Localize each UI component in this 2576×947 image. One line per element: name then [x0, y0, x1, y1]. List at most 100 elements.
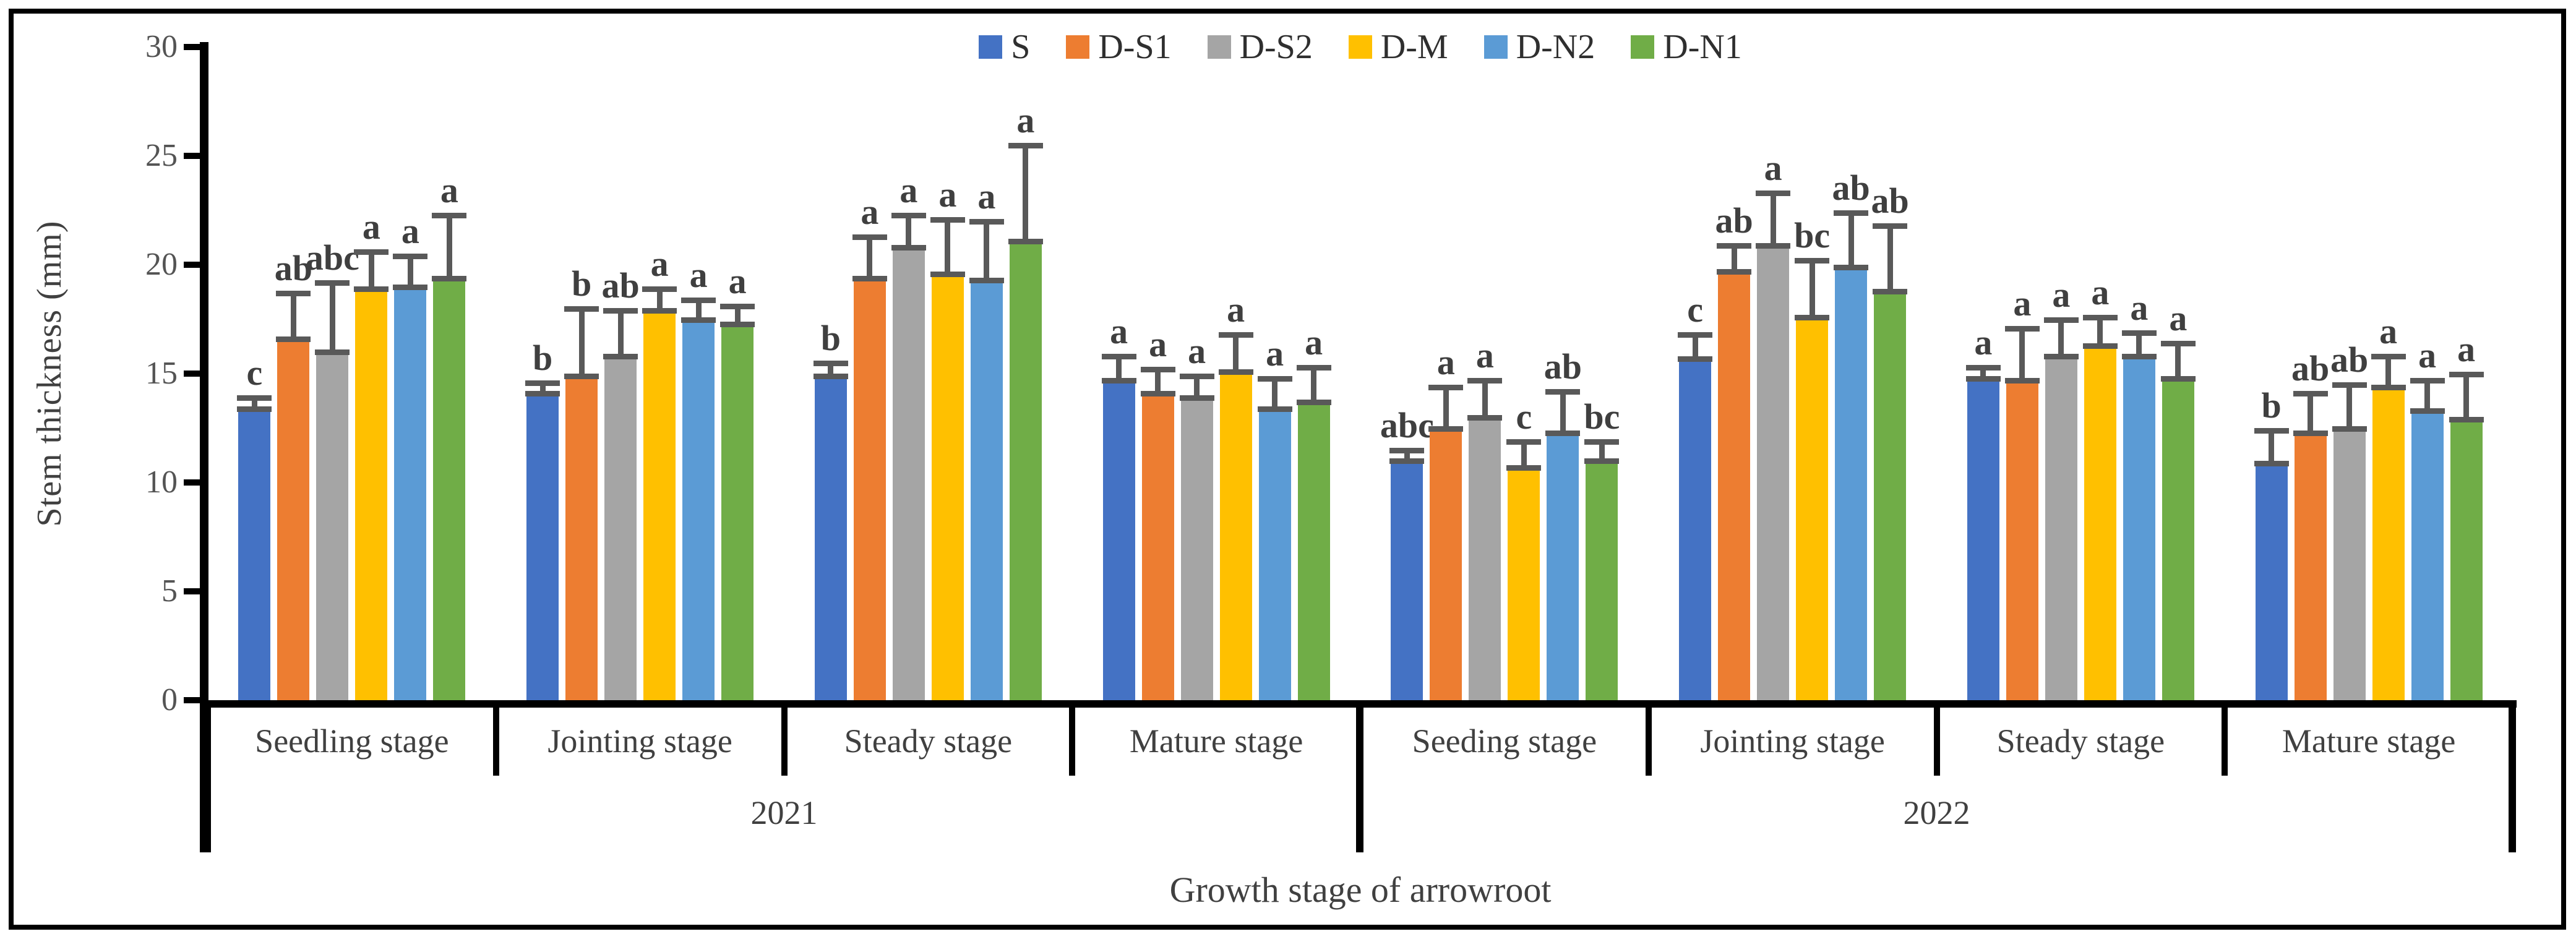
error-bar-bottom-cap	[1506, 465, 1542, 471]
legend-item-D-N2[interactable]: D-N2	[1483, 28, 1595, 66]
legend-swatch-icon	[1348, 35, 1372, 59]
significance-letter: a	[650, 244, 669, 285]
error-bar-stem	[1521, 443, 1527, 469]
error-bar-top-cap	[1873, 223, 1908, 229]
significance-letter: a	[899, 169, 918, 210]
error-bar-stem	[2136, 334, 2142, 359]
error-bar-stem	[906, 216, 912, 250]
bar-D-S2	[1757, 247, 1790, 700]
error-bar-top-cap	[1467, 378, 1503, 384]
bar-D-N1	[1874, 293, 1907, 700]
bar-D-N1	[1009, 242, 1042, 700]
error-bar-top-cap	[564, 306, 599, 312]
y-tick	[184, 153, 200, 159]
bar-D-S1	[1430, 430, 1462, 700]
error-bar-stem	[867, 238, 873, 280]
legend-label: D-N1	[1663, 28, 1742, 66]
bar-S	[526, 395, 559, 700]
legend-item-D-S2[interactable]: D-S2	[1207, 30, 1313, 64]
significance-letter: a	[401, 211, 419, 252]
significance-letter: a	[440, 169, 458, 210]
error-bar-top-cap	[1717, 242, 1752, 249]
y-tick	[184, 44, 200, 50]
error-bar-bottom-cap	[315, 349, 350, 356]
error-bar-bottom-cap	[1428, 426, 1464, 432]
significance-letter: ab	[1543, 346, 1582, 387]
error-bar-bottom-cap	[2254, 460, 2289, 466]
significance-letter: ab	[2330, 340, 2369, 380]
error-bar-stem	[368, 254, 374, 291]
significance-letter: ab	[1715, 200, 1753, 241]
significance-letter: a	[2169, 298, 2187, 339]
y-tick-label: 10	[145, 465, 178, 500]
significance-letter: a	[1110, 311, 1128, 352]
error-bar-bottom-cap	[1834, 265, 1869, 271]
legend-label: D-S1	[1098, 28, 1172, 66]
significance-letter: a	[728, 261, 747, 302]
error-bar-top-cap	[2332, 382, 2367, 388]
legend-label: D-N2	[1516, 28, 1595, 66]
y-tick-label: 0	[161, 682, 178, 718]
significance-letter: a	[689, 254, 708, 295]
error-bar-bottom-cap	[525, 391, 560, 397]
error-bar-top-cap	[276, 291, 311, 297]
legend-item-D-M[interactable]: D-M	[1348, 30, 1448, 64]
stage-label: Steady stage	[1996, 722, 2165, 760]
legend-swatch-icon	[1207, 35, 1231, 59]
error-bar-stem	[984, 223, 990, 283]
stage-label: Mature stage	[2282, 722, 2456, 760]
error-bar-bottom-cap	[2410, 408, 2445, 414]
legend-item-S[interactable]: S	[979, 30, 1030, 64]
error-bar-top-cap	[1795, 258, 1830, 264]
error-bar-top-cap	[1584, 439, 1620, 445]
error-bar-top-cap	[1428, 384, 1464, 390]
bar-S	[2255, 465, 2288, 700]
stage-label: Jointing stage	[1700, 722, 1885, 760]
y-axis-title: Stem thickness (mm)	[30, 220, 69, 527]
stage-label: Steady stage	[844, 722, 1013, 760]
category-divider	[1645, 706, 1652, 776]
legend-item-D-N1[interactable]: D-N1	[1631, 30, 1742, 64]
bar-S	[1102, 382, 1135, 700]
error-bar-top-cap	[237, 395, 272, 401]
bar-D-N2	[394, 288, 427, 700]
error-bar-top-cap	[1257, 375, 1292, 382]
bar-D-M	[2084, 347, 2116, 700]
error-bar-stem	[1560, 393, 1566, 435]
error-bar-bottom-cap	[603, 354, 638, 360]
legend-swatch-icon	[979, 35, 1003, 59]
error-bar-top-cap	[2371, 354, 2406, 360]
legend-label: S	[1011, 28, 1031, 66]
error-bar-stem	[2019, 330, 2025, 383]
error-bar-bottom-cap	[1218, 369, 1253, 375]
significance-letter: ab	[1871, 181, 1909, 221]
error-bar-bottom-cap	[930, 271, 965, 277]
significance-letter: ab	[2291, 348, 2330, 389]
category-divider	[2222, 706, 2228, 776]
error-bar-top-cap	[969, 219, 1004, 225]
y-tick	[184, 262, 200, 268]
error-bar-top-cap	[720, 304, 755, 310]
error-bar-stem	[290, 295, 296, 341]
significance-letter: a	[861, 191, 879, 232]
error-bar-stem	[2308, 395, 2314, 435]
year-label: 2021	[750, 794, 818, 831]
significance-letter: a	[2379, 311, 2398, 352]
category-divider-major	[204, 706, 211, 852]
bar-D-M	[355, 291, 388, 700]
bar-D-N1	[1586, 463, 1618, 700]
bar-D-S2	[892, 249, 925, 700]
legend-item-D-S1[interactable]: D-S1	[1066, 28, 1172, 66]
y-tick-label: 5	[161, 573, 178, 609]
error-bar-bottom-cap	[1965, 375, 2001, 382]
significance-letter: b	[820, 317, 841, 358]
significance-letter: abc	[305, 237, 359, 278]
significance-letter: a	[1016, 100, 1035, 140]
bar-S	[1679, 360, 1712, 700]
error-bar-stem	[1311, 369, 1317, 405]
error-bar-top-cap	[1218, 332, 1253, 338]
significance-letter: a	[2457, 328, 2476, 369]
legend: S D-S1 D-S2 D-M D-N2 D-N1	[208, 30, 2513, 64]
significance-letter: a	[977, 176, 996, 217]
